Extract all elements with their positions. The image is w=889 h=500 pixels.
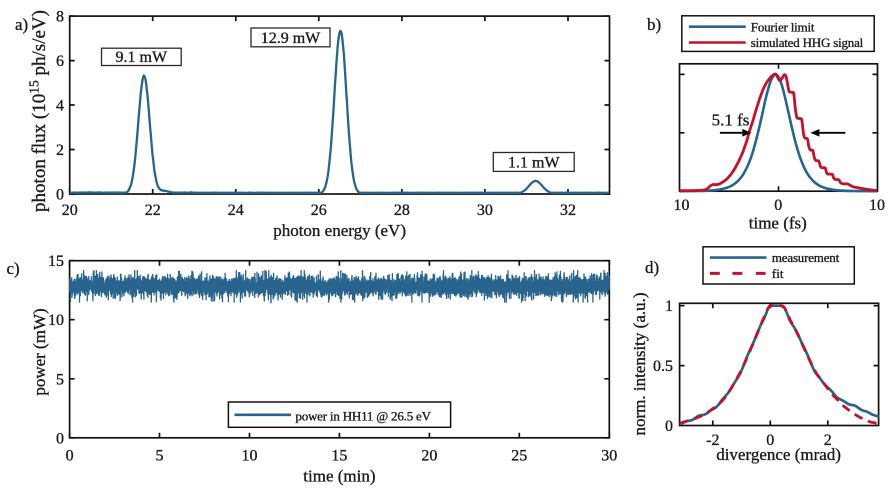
svg-text:5: 5: [156, 448, 164, 465]
svg-text:15: 15: [331, 448, 347, 465]
svg-text:15: 15: [48, 253, 64, 270]
svg-text:d): d): [645, 258, 659, 277]
svg-text:power in HH11 @ 26.5 eV: power in HH11 @ 26.5 eV: [295, 409, 431, 424]
svg-text:10: 10: [242, 448, 258, 465]
svg-text:0: 0: [766, 432, 774, 449]
svg-text:b): b): [647, 15, 661, 34]
svg-text:norm. intensity (a.u.): norm. intensity (a.u.): [630, 292, 649, 435]
svg-text:10: 10: [674, 197, 690, 214]
svg-text:1.1 mW: 1.1 mW: [508, 155, 560, 172]
svg-text:5.1 fs: 5.1 fs: [712, 110, 750, 129]
svg-text:30: 30: [477, 202, 493, 219]
svg-text:simulated HHG signal: simulated HHG signal: [751, 35, 864, 50]
svg-text:12.9 mW: 12.9 mW: [261, 30, 321, 47]
svg-text:9.1 mW: 9.1 mW: [116, 49, 168, 66]
svg-text:8: 8: [56, 9, 64, 26]
svg-text:2: 2: [56, 142, 64, 159]
svg-text:divergence (mrad): divergence (mrad): [716, 445, 841, 464]
svg-text:22: 22: [145, 202, 161, 219]
svg-text:Fourier limit: Fourier limit: [751, 19, 815, 34]
svg-text:5: 5: [56, 371, 64, 388]
svg-text:0.5: 0.5: [653, 358, 673, 375]
svg-text:power (mW): power (mW): [30, 308, 49, 395]
svg-text:0: 0: [56, 187, 64, 204]
svg-text:2: 2: [824, 432, 832, 449]
svg-text:6: 6: [56, 53, 64, 70]
svg-text:0: 0: [774, 197, 782, 214]
svg-text:32: 32: [560, 202, 576, 219]
svg-text:1: 1: [665, 298, 673, 315]
svg-text:0: 0: [665, 418, 673, 435]
svg-text:photon energy (eV): photon energy (eV): [273, 221, 406, 240]
svg-text:measurement: measurement: [772, 250, 840, 265]
svg-text:24: 24: [228, 202, 244, 219]
svg-text:20: 20: [421, 448, 437, 465]
svg-text:time (min): time (min): [303, 466, 375, 485]
svg-text:26: 26: [311, 202, 327, 219]
svg-text:0: 0: [56, 430, 64, 447]
svg-text:25: 25: [511, 448, 527, 465]
svg-text:28: 28: [394, 202, 410, 219]
svg-text:30: 30: [601, 448, 617, 465]
svg-text:photon flux (1015 ph/s/eV): photon flux (1015 ph/s/eV): [27, 10, 51, 212]
svg-text:10: 10: [48, 312, 64, 329]
svg-text:10: 10: [869, 197, 885, 214]
svg-text:-2: -2: [706, 432, 719, 449]
svg-text:20: 20: [62, 202, 78, 219]
svg-text:a): a): [15, 15, 28, 34]
svg-text:fit: fit: [772, 266, 784, 281]
svg-text:time (fs): time (fs): [749, 214, 807, 233]
svg-text:4: 4: [56, 98, 64, 115]
svg-text:c): c): [7, 259, 20, 278]
svg-text:0: 0: [66, 448, 74, 465]
